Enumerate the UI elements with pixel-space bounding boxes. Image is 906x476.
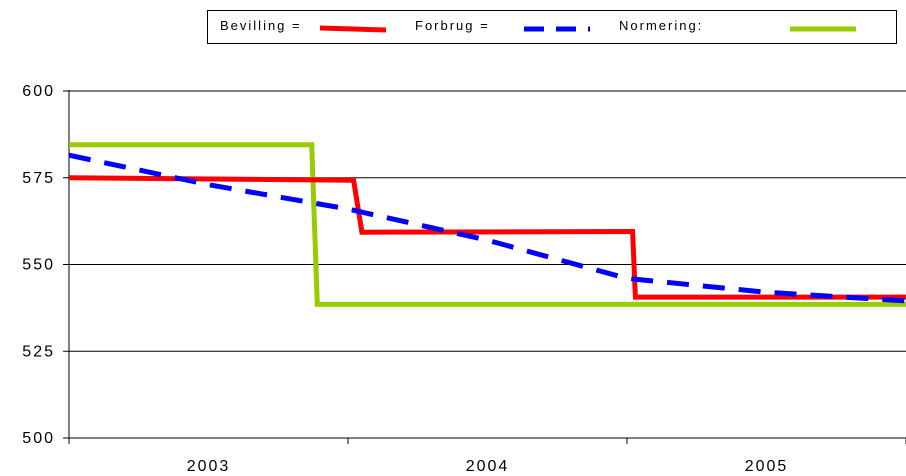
- x-tick-label: 2005: [745, 458, 789, 475]
- series-line-bevilling: [68, 175, 906, 300]
- x-tick-label: 2004: [466, 458, 510, 475]
- legend-label-bevilling: Bevilling =: [220, 18, 302, 33]
- x-tick-label: 2003: [187, 458, 231, 475]
- y-tick-label: 575: [22, 170, 55, 187]
- y-tick-label: 525: [22, 343, 55, 360]
- y-tick-label: 600: [22, 83, 55, 100]
- legend-label-forbrug: Forbrug =: [415, 18, 490, 33]
- legend-swatch-bevilling: [319, 25, 387, 33]
- legend-swatch-normering: [790, 26, 856, 32]
- y-tick-label: 550: [22, 257, 55, 274]
- y-tick-label: 500: [22, 430, 55, 447]
- series-line-normering: [69, 142, 906, 307]
- legend-label-normering: Normering:: [619, 18, 704, 33]
- legend-swatch-forbrug: [524, 26, 590, 32]
- legend: Bevilling = Forbrug = Normering:: [207, 10, 897, 44]
